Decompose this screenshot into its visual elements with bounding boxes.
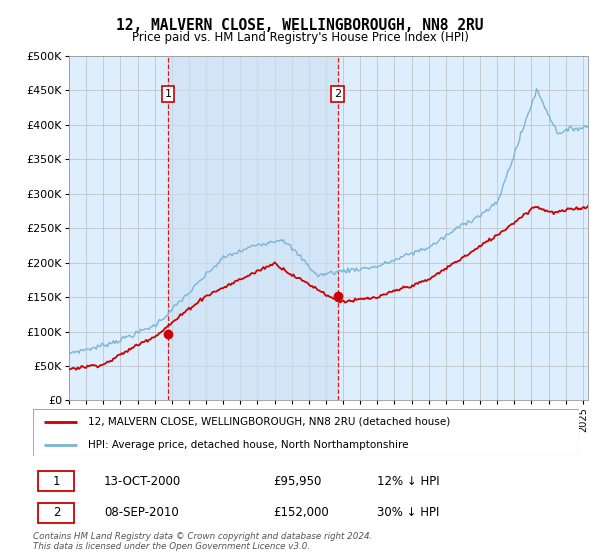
- Text: 30% ↓ HPI: 30% ↓ HPI: [377, 506, 439, 520]
- Text: 13-OCT-2000: 13-OCT-2000: [104, 475, 181, 488]
- FancyBboxPatch shape: [38, 503, 74, 523]
- Text: Contains HM Land Registry data © Crown copyright and database right 2024.
This d: Contains HM Land Registry data © Crown c…: [33, 532, 373, 552]
- Text: 2: 2: [53, 506, 60, 520]
- Text: 12, MALVERN CLOSE, WELLINGBOROUGH, NN8 2RU (detached house): 12, MALVERN CLOSE, WELLINGBOROUGH, NN8 2…: [88, 417, 450, 427]
- Bar: [168, 56, 338, 400]
- Text: 12% ↓ HPI: 12% ↓ HPI: [377, 475, 440, 488]
- Text: 1: 1: [164, 89, 172, 99]
- FancyBboxPatch shape: [38, 472, 74, 491]
- FancyBboxPatch shape: [33, 409, 579, 456]
- Text: HPI: Average price, detached house, North Northamptonshire: HPI: Average price, detached house, Nort…: [88, 440, 408, 450]
- Text: 2: 2: [334, 89, 341, 99]
- Text: 08-SEP-2010: 08-SEP-2010: [104, 506, 179, 520]
- Text: 1: 1: [53, 475, 60, 488]
- Text: 12, MALVERN CLOSE, WELLINGBOROUGH, NN8 2RU: 12, MALVERN CLOSE, WELLINGBOROUGH, NN8 2…: [116, 18, 484, 33]
- Text: £152,000: £152,000: [273, 506, 329, 520]
- Text: £95,950: £95,950: [273, 475, 322, 488]
- Text: Price paid vs. HM Land Registry's House Price Index (HPI): Price paid vs. HM Land Registry's House …: [131, 31, 469, 44]
